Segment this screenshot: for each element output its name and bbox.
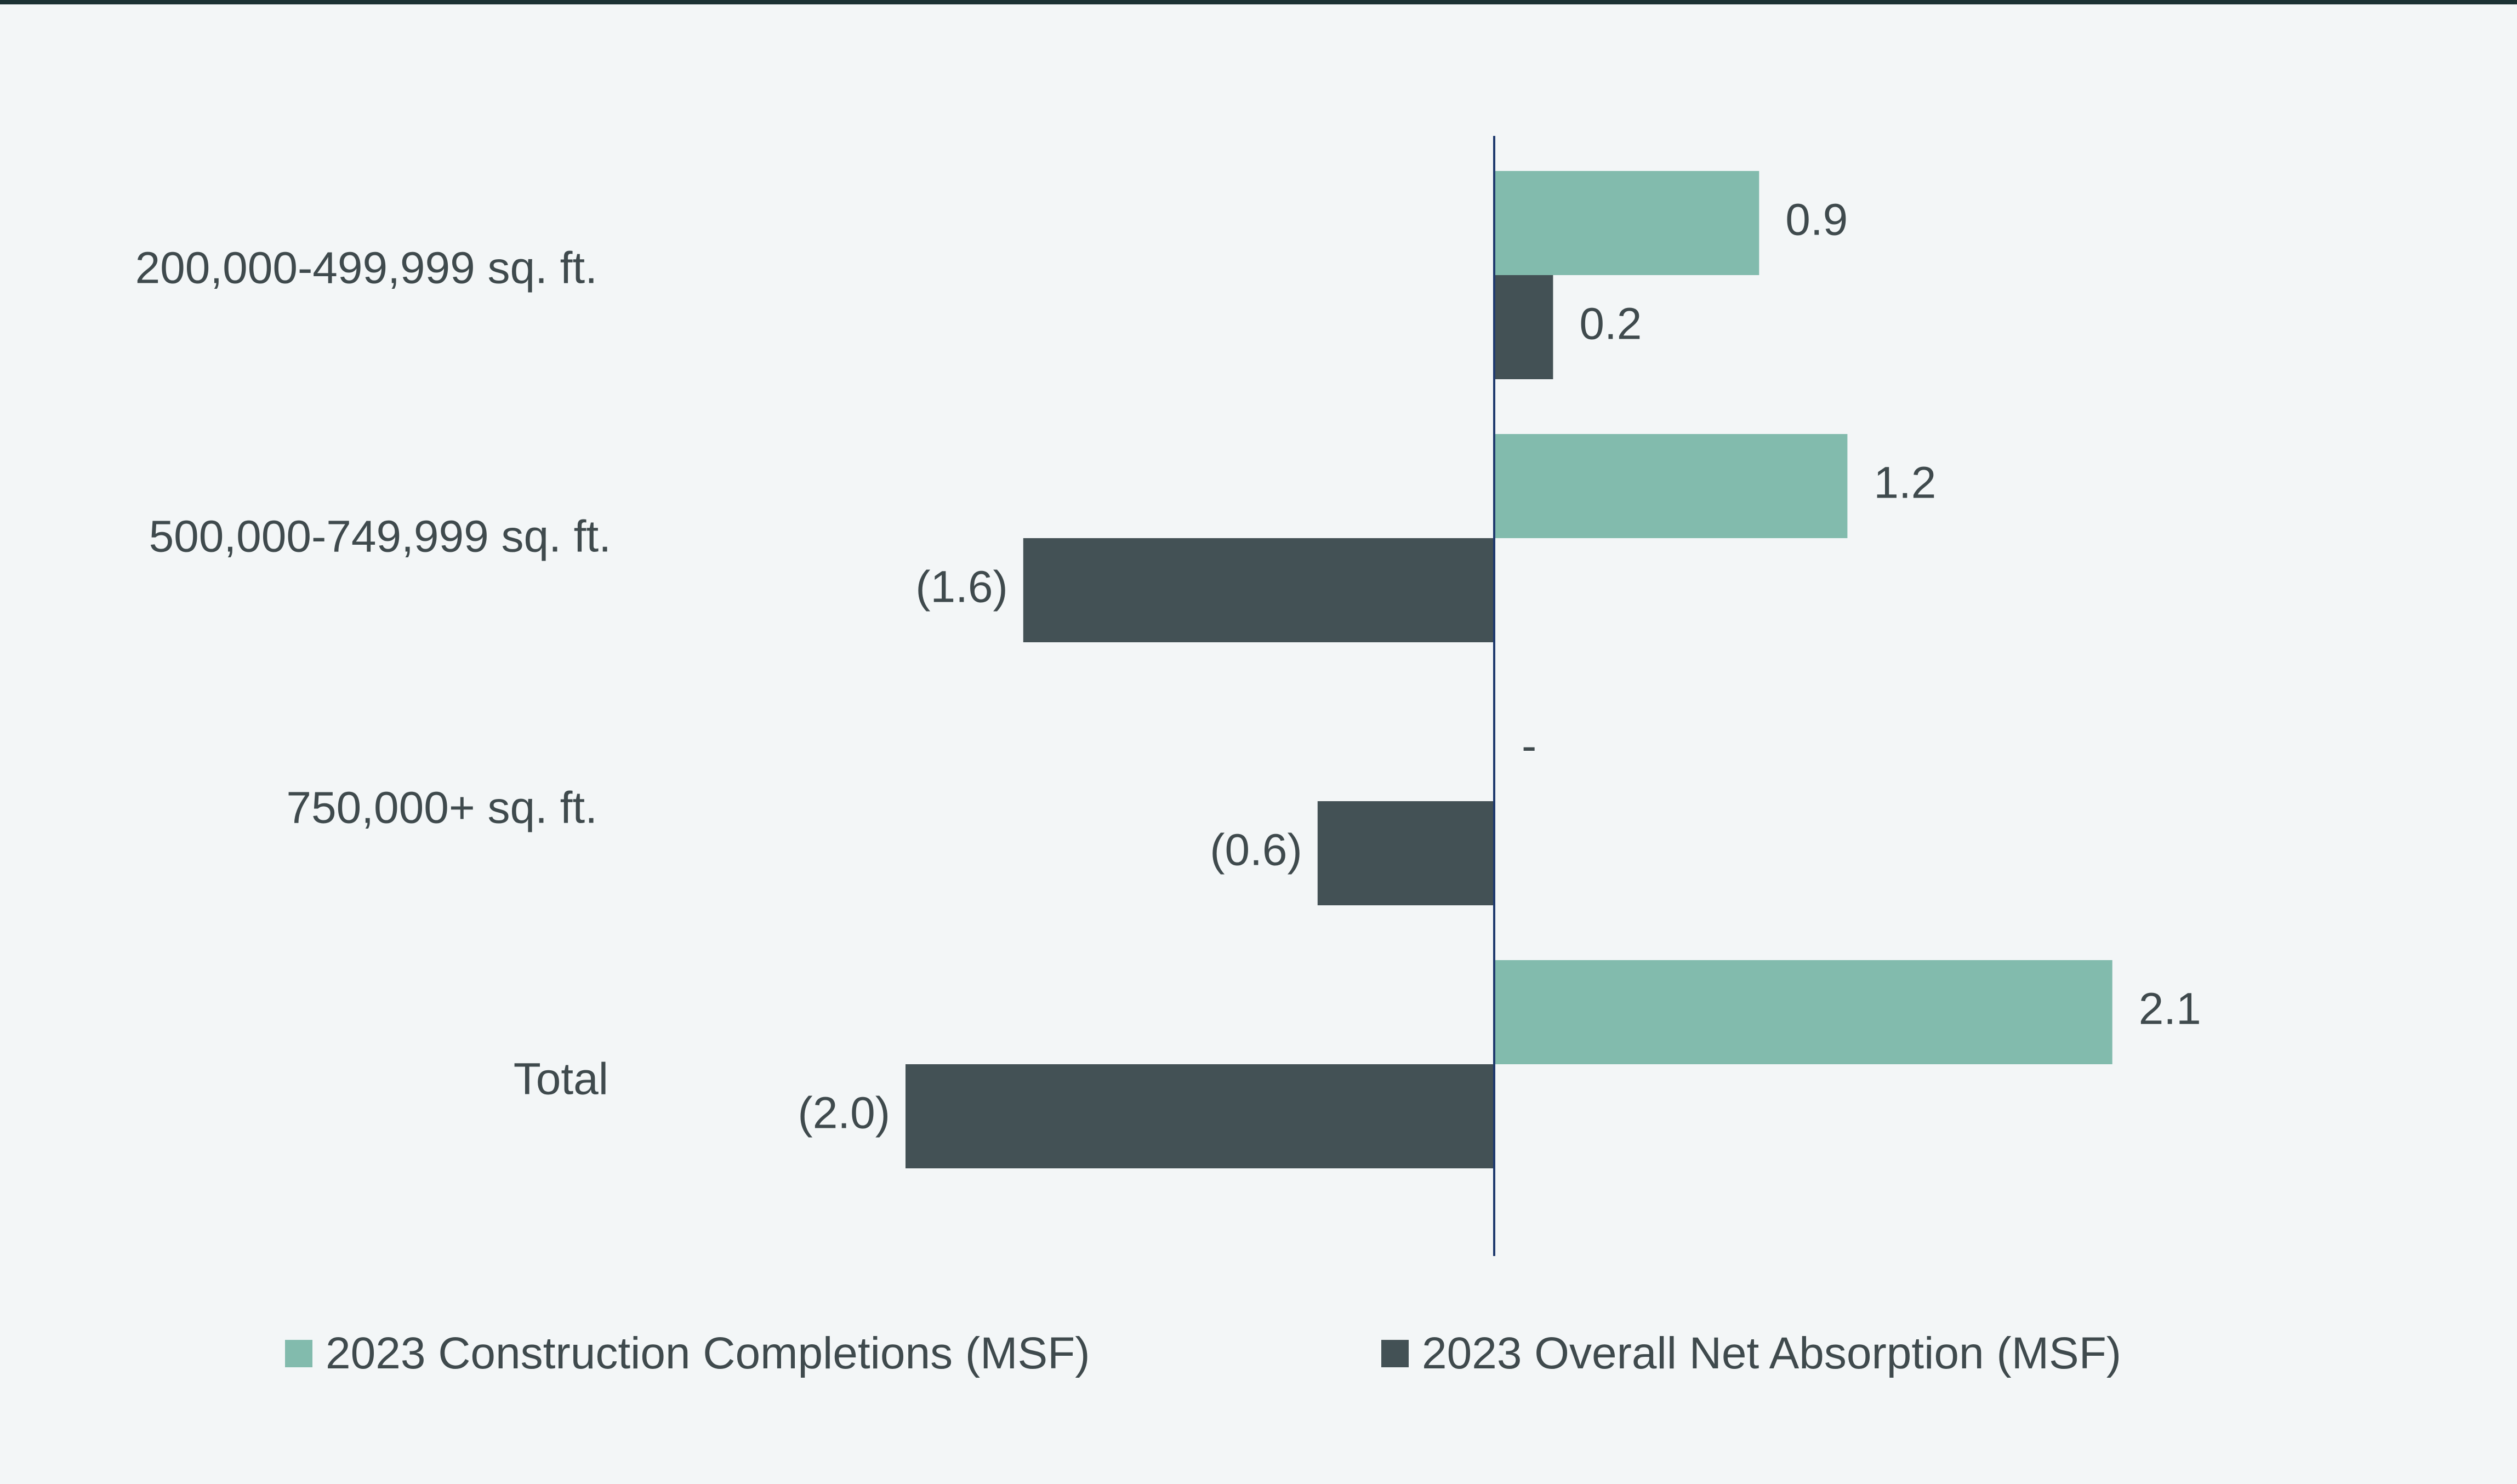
bar-absorption [906,1064,1494,1168]
bar-completions [1494,960,2112,1064]
bar-absorption [1023,538,1494,642]
legend: 2023 Construction Completions (MSF) 2023… [0,1321,2517,1386]
legend-label-absorption: 2023 Overall Net Absorption (MSF) [1422,1328,2122,1378]
data-label: - [1522,721,1536,771]
bar-absorption [1494,275,1553,379]
category-label: Total [514,1054,608,1104]
data-label: (2.0) [798,1088,890,1138]
category-label: 500,000-749,999 sq. ft. [149,512,611,562]
data-label: 0.9 [1785,195,1848,245]
legend-item-completions: 2023 Construction Completions (MSF) [285,1321,1090,1386]
data-label: (1.6) [915,562,1008,612]
data-label: 1.2 [1873,458,1936,508]
legend-swatch-absorption [1381,1340,1409,1367]
data-label: 0.2 [1579,299,1642,349]
bar-completions [1494,434,1848,538]
legend-item-absorption: 2023 Overall Net Absorption (MSF) [1381,1321,2121,1386]
bar-completions [1494,171,1759,275]
data-label: 2.1 [2139,984,2201,1034]
category-label: 200,000-499,999 sq. ft. [135,243,597,293]
legend-swatch-completions [285,1340,312,1367]
top-rule [0,0,2517,4]
category-label: 750,000+ sq. ft. [286,783,597,833]
data-label: (0.6) [1210,825,1302,875]
bar-absorption [1317,801,1494,905]
legend-label-completions: 2023 Construction Completions (MSF) [326,1328,1090,1378]
